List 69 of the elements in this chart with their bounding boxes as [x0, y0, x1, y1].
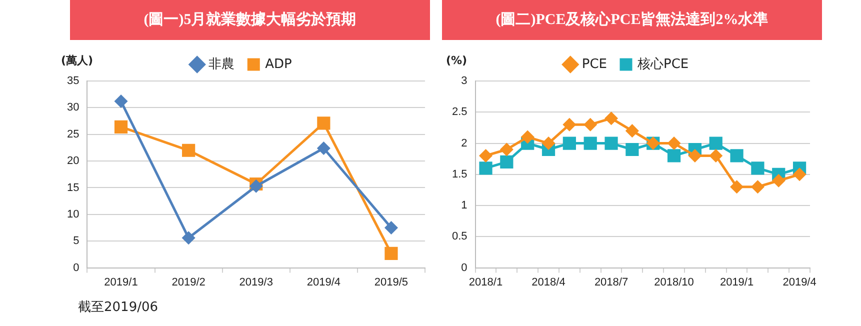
point	[604, 136, 618, 150]
point	[667, 149, 681, 162]
point	[709, 136, 722, 150]
point	[605, 112, 618, 125]
point	[500, 143, 513, 156]
x-tick-label: 2019/2	[172, 276, 206, 288]
y-tick-label: 0	[73, 262, 80, 274]
legend-label: ADP	[265, 56, 292, 72]
point	[182, 232, 195, 244]
y-tick-label: 20	[66, 155, 80, 168]
point	[626, 124, 638, 138]
point	[751, 180, 764, 194]
y-tick-label: 1.5	[452, 168, 468, 180]
y-tick-label: 0.5	[452, 230, 468, 243]
x-tick-label: 2019/4	[306, 276, 340, 288]
point	[317, 142, 330, 154]
text: 截至2019/06	[78, 299, 158, 316]
point	[521, 130, 534, 144]
x-tick-label: 2019/1	[720, 276, 754, 288]
point	[114, 95, 128, 108]
y-tick-label: 10	[66, 208, 80, 220]
point	[730, 149, 744, 162]
y-tick-label: 2	[461, 137, 468, 150]
y-tick-label: 30	[66, 102, 80, 114]
y-tick-label: 3	[461, 75, 468, 88]
point	[114, 120, 128, 134]
point	[384, 246, 398, 260]
point	[480, 149, 492, 162]
point	[317, 116, 330, 130]
y-tick-label: 2.5	[452, 106, 468, 118]
x-tick-label: 2018/1	[468, 276, 503, 288]
x-tick-label: 2018/10	[654, 276, 694, 288]
y-tick-label: 25	[66, 128, 80, 140]
y-tick-label: 0	[461, 262, 468, 274]
legend-label: PCE	[582, 56, 608, 72]
y-tick-label: 15	[66, 182, 80, 194]
point	[626, 142, 639, 156]
y-tick-label: 1	[461, 200, 468, 212]
point	[542, 137, 555, 150]
point	[479, 162, 492, 175]
point	[772, 174, 785, 187]
legend-label: 核心PCE	[636, 56, 689, 72]
x-tick-label: 2019/4	[782, 276, 816, 288]
y-axis-title: (萬人)	[61, 54, 94, 67]
point	[562, 136, 576, 150]
point	[751, 162, 764, 175]
y-axis-title: (%)	[446, 54, 468, 67]
point	[668, 137, 680, 150]
point	[384, 222, 398, 234]
x-tick-label: 2018/7	[594, 276, 628, 288]
point	[793, 168, 806, 181]
point	[182, 144, 196, 157]
point	[500, 155, 514, 168]
point	[710, 149, 722, 162]
point	[730, 180, 744, 194]
point	[688, 149, 702, 162]
chart-title: (圖二)PCE及核心PCE皆無法達到2%水準	[442, 0, 822, 40]
x-tick-label: 2019/5	[374, 276, 408, 288]
point	[584, 118, 597, 131]
x-tick-label: 2018/4	[532, 276, 566, 288]
x-tick-label: 2019/1	[104, 276, 138, 288]
y-tick-label: 5	[73, 235, 80, 248]
point	[584, 136, 597, 150]
legend-label: 非農	[208, 56, 235, 72]
point	[563, 118, 576, 131]
y-tick-label: 35	[66, 75, 80, 88]
point	[250, 180, 262, 192]
chart-title: (圖一)5月就業數據大幅劣於預期	[70, 0, 430, 40]
x-tick-label: 2019/3	[239, 276, 273, 288]
